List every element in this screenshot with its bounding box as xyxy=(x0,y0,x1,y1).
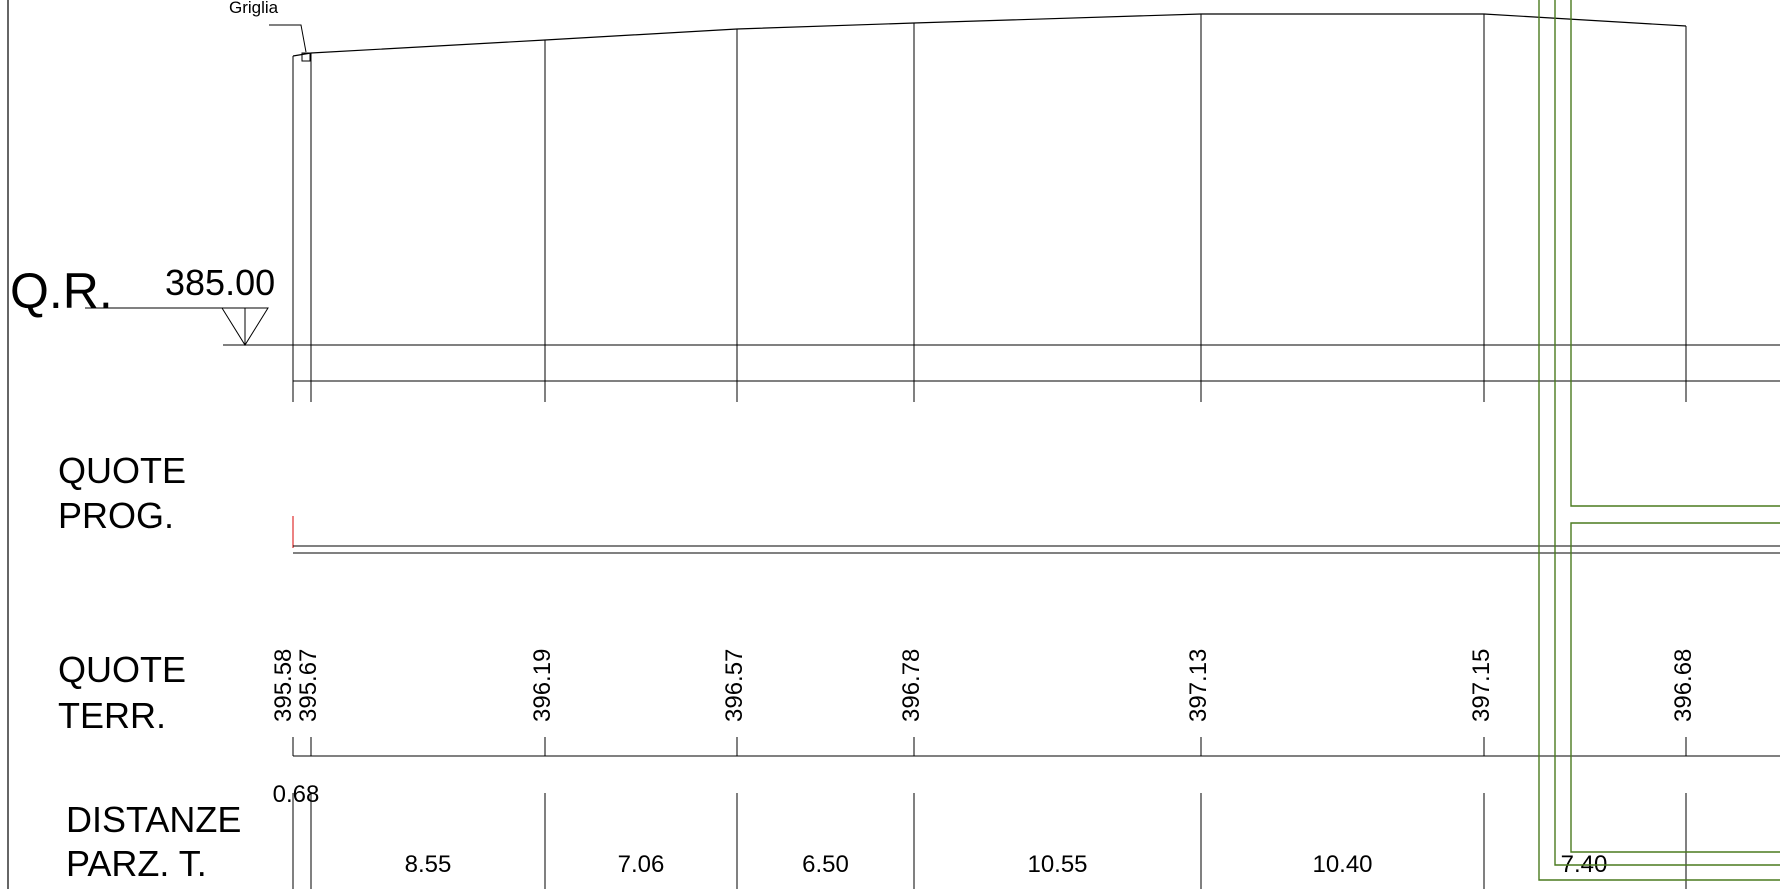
distance-value: 0.68 xyxy=(273,781,320,808)
row-label-distanze-1: DISTANZE xyxy=(66,799,241,840)
distance-value: 10.40 xyxy=(1312,851,1372,878)
terrain-top-line xyxy=(292,13,1687,57)
grid-callout-leader xyxy=(269,24,307,53)
overlay-line-inner-top xyxy=(1570,0,1780,507)
terrain-value: 397.15 xyxy=(1468,649,1495,722)
grid-callout-label: Griglia xyxy=(229,0,279,17)
row-label-quote-terr-1: QUOTE xyxy=(58,649,186,690)
overlay-line-outer xyxy=(1538,0,1780,881)
reference-label: Q.R. xyxy=(10,263,113,319)
terrain-value: 397.13 xyxy=(1185,649,1212,722)
overlay-line-inner-bottom xyxy=(1570,522,1780,853)
terrain-value: 395.58 xyxy=(270,649,297,722)
partial-distances: 0.688.55 7.06 6.50 10.55 10.40 7.40 xyxy=(273,781,1608,878)
distance-value: 7.06 xyxy=(618,851,665,878)
terrain-profile xyxy=(292,13,1687,57)
station-lines xyxy=(292,14,1687,889)
terrain-value: 396.19 xyxy=(529,649,556,722)
distance-value: 8.55 xyxy=(405,851,452,878)
overlay-line-mid xyxy=(1554,0,1780,866)
terrain-value: 396.68 xyxy=(1670,649,1697,722)
terrain-value: 395.67 xyxy=(295,649,322,722)
overlay-outline xyxy=(1538,0,1780,881)
row-label-distanze-2: PARZ. T. xyxy=(66,843,207,884)
terrain-value: 396.57 xyxy=(721,649,748,722)
terrain-value: 396.78 xyxy=(898,649,925,722)
grid-marker xyxy=(301,52,311,62)
distance-value: 6.50 xyxy=(802,851,849,878)
reference-value: 385.00 xyxy=(165,262,275,303)
distance-value: 10.55 xyxy=(1027,851,1087,878)
row-label-quote-prog-1: QUOTE xyxy=(58,450,186,491)
row-label-quote-prog-2: PROG. xyxy=(58,495,174,536)
row-label-quote-terr-2: TERR. xyxy=(58,695,166,736)
